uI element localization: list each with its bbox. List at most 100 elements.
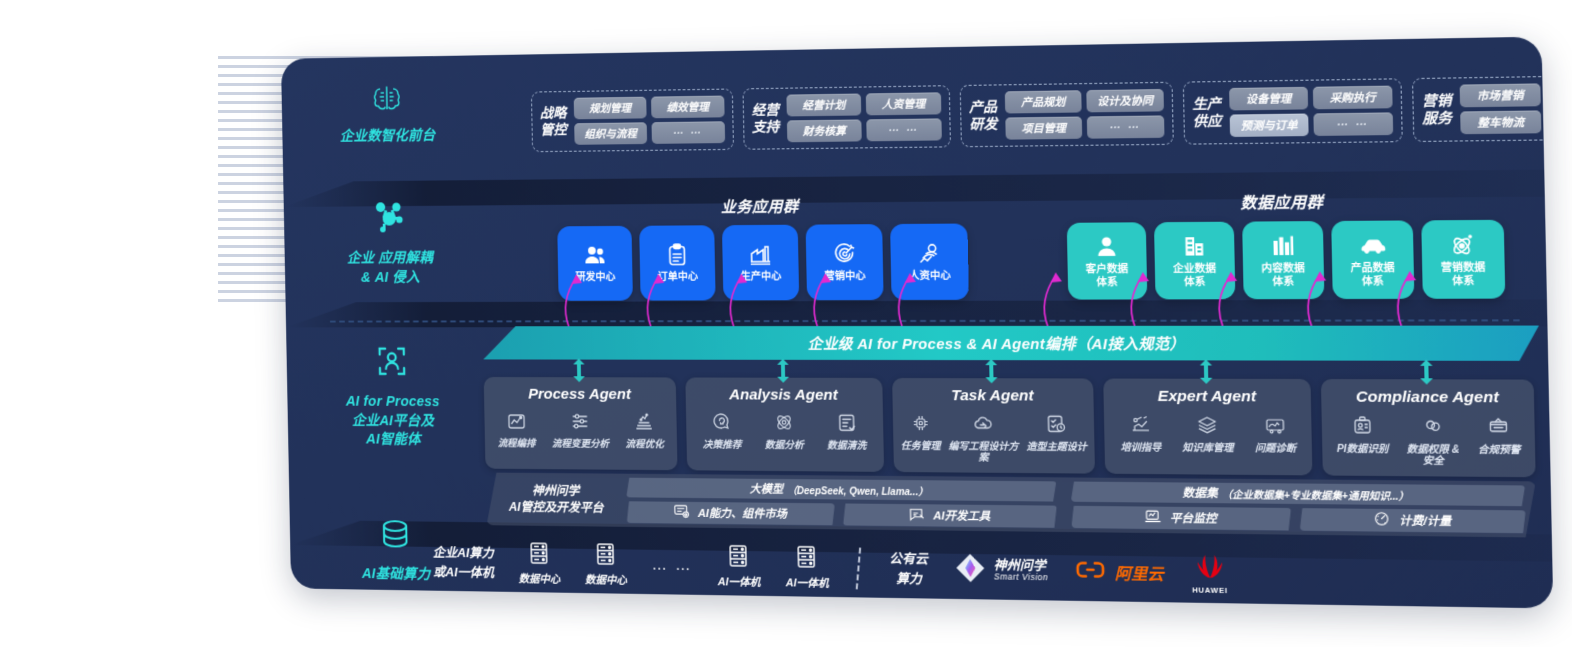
agent-function[interactable]: 流程变更分析 — [551, 410, 609, 450]
platform-models-cells: AI能力、组件市场 AI开发工具 — [626, 501, 1057, 528]
atom-analysis-icon — [773, 411, 795, 436]
domain-tile-more[interactable]: … … — [1086, 115, 1165, 139]
agent-function[interactable]: 培训指导 — [1120, 413, 1162, 454]
agent-title: Process Agent — [528, 385, 631, 403]
agents-row: Process Agent 流程编排 — [483, 358, 1536, 477]
domain-tile-more[interactable]: … … — [651, 121, 726, 144]
infra-ai-appliance-2[interactable]: AI一体机 — [785, 544, 829, 592]
agent-function[interactable]: 知识库管理 — [1182, 413, 1234, 454]
domain-tile[interactable]: 设备管理 — [1229, 86, 1309, 111]
domain-tile[interactable]: 项目管理 — [1005, 116, 1083, 140]
bulb-chat-icon — [711, 411, 733, 436]
agent-function[interactable]: 流程优化 — [625, 411, 664, 451]
infra-label-line1: 企业AI算力 — [432, 545, 494, 561]
large-model-bar[interactable]: 大模型 （DeepSeek, Qwen, Llama...） — [626, 478, 1057, 502]
domain-tile[interactable]: 设计及协同 — [1086, 89, 1164, 113]
agent-function[interactable]: 决策推荐 — [702, 411, 742, 451]
agent-function[interactable]: 问题诊断 — [1254, 414, 1296, 455]
card-product-data[interactable]: 产品数据 体系 — [1330, 220, 1415, 299]
huawei-logo[interactable]: HUAWEI — [1190, 552, 1230, 595]
domain-tile[interactable]: 财务核算 — [786, 119, 862, 143]
domain-group-product-rd[interactable]: 产品 研发 产品规划 设计及协同 项目管理 … … — [959, 81, 1174, 148]
data-cards: 客户数据 体系 — [1041, 219, 1532, 300]
infra-data-center-2[interactable]: 数据中心 — [584, 541, 627, 588]
domain-tile[interactable]: 绩效管理 — [651, 95, 725, 119]
domain-tile[interactable]: 预测与订单 — [1229, 113, 1309, 137]
domain-tile[interactable]: 组织与流程 — [574, 122, 648, 145]
diagnose-icon — [1263, 414, 1286, 440]
shenzhou-wenxue-logo[interactable]: 神州问学 Smart Vision — [954, 550, 1049, 591]
domain-tile[interactable]: 采购执行 — [1312, 85, 1393, 110]
infra-enterprise-compute: 企业AI算力 或AI一体机 — [433, 545, 495, 580]
domain-tile[interactable]: 经营计划 — [786, 93, 862, 117]
infra-label-line1: 公有云 — [889, 551, 929, 567]
card-order-center[interactable]: 订单中心 — [639, 225, 716, 301]
user-icon — [1093, 234, 1120, 260]
domain-tile-more[interactable]: … … — [866, 118, 942, 142]
application-groups-row: 业务应用群 研发中心 — [533, 188, 1532, 301]
agent-title: Analysis Agent — [728, 386, 838, 404]
cell-ai-market[interactable]: AI能力、组件市场 — [626, 501, 835, 525]
cloud-write-icon — [972, 412, 994, 438]
design-check-icon — [1045, 413, 1068, 439]
huawei-text: HUAWEI — [1192, 584, 1228, 595]
card-hr-center[interactable]: 人资中心 — [890, 223, 970, 301]
agent-task[interactable]: Task Agent 任务管理 — [891, 359, 1096, 474]
infra-ai-appliance-1[interactable]: AI一体机 — [717, 543, 761, 591]
domain-tile[interactable]: 规划管理 — [573, 96, 647, 120]
function-label: 任务管理 — [900, 440, 941, 452]
ai-orchestration-band[interactable]: 企业级 AI for Process & AI Agent编排（AI接入规范） — [483, 326, 1540, 361]
agent-function[interactable]: 合规预警 — [1477, 415, 1521, 469]
flow-chart-icon — [506, 410, 527, 435]
domain-group-marketing-service[interactable]: 营销 服务 市场营销 客户关系 整车物流 … … — [1411, 74, 1554, 143]
card-content-data[interactable]: 内容数据 体系 — [1241, 221, 1325, 300]
dataset-bar[interactable]: 数据集 （企业数据集+专业数据集+通用知识...） — [1070, 482, 1525, 507]
cell-billing-metering[interactable]: 计费/计量 — [1299, 508, 1526, 533]
function-label: 知识库管理 — [1182, 442, 1234, 454]
domain-group-production-supply[interactable]: 生产 供应 设备管理 采购执行 预测与订单 … … — [1182, 78, 1403, 145]
domain-tile[interactable]: 客户关系 — [1545, 82, 1554, 107]
agent-function[interactable]: 编写工程设计方案 — [946, 412, 1021, 464]
card-marketing-center[interactable]: 营销中心 — [805, 224, 884, 301]
domain-tile[interactable]: 产品规划 — [1004, 90, 1082, 114]
agent-function[interactable]: 数据分析 — [764, 411, 804, 451]
dataset-subtitle: （企业数据集+专业数据集+通用知识...） — [1221, 489, 1410, 503]
domain-group-operations[interactable]: 经营 支持 经营计划 人资管理 财务核算 … … — [742, 85, 951, 150]
agent-compliance[interactable]: Compliance Agent PI数据识别 — [1321, 359, 1536, 477]
agent-function[interactable]: 数据清洗 — [826, 412, 867, 452]
domain-tiles: 产品规划 设计及协同 项目管理 … … — [1004, 89, 1165, 140]
agent-function[interactable]: 任务管理 — [900, 412, 941, 464]
domain-group-strategy[interactable]: 战略 管控 规划管理 绩效管理 组织与流程 … … — [530, 88, 734, 153]
agent-process[interactable]: Process Agent 流程编排 — [483, 358, 678, 470]
platform-brand: 神州问学 AI管控及开发平台 — [495, 482, 617, 518]
card-marketing-data[interactable]: 营销数据 体系 — [1420, 219, 1506, 299]
card-label: 生产中心 — [740, 270, 782, 283]
brain-icon — [303, 77, 471, 123]
domain-tile[interactable]: 人资管理 — [865, 92, 942, 116]
agent-function[interactable]: 数据权限 & 安全 — [1406, 414, 1460, 468]
agent-function[interactable]: PI数据识别 — [1336, 414, 1389, 467]
molecule-icon — [306, 196, 474, 245]
card-enterprise-data[interactable]: 企业数据 体系 — [1153, 221, 1236, 300]
domain-tile-more[interactable]: … … — [1546, 109, 1554, 134]
group-title-business: 业务应用群 — [720, 198, 799, 217]
aliyun-logo[interactable]: 阿里云 — [1074, 559, 1164, 586]
agent-function[interactable]: 流程编排 — [497, 410, 536, 449]
business-cards: 研发中心 订单中心 — [534, 223, 995, 301]
infra-data-center-1[interactable]: 数据中心 — [518, 540, 561, 587]
cell-platform-monitoring[interactable]: 平台监控 — [1071, 506, 1292, 531]
cell-ai-devtools[interactable]: AI开发工具 — [843, 503, 1058, 527]
agent-expert[interactable]: Expert Agent 培训指导 — [1103, 359, 1313, 475]
infra-label: 数据中心 — [518, 573, 561, 586]
agent-function[interactable]: 造型主题设计 — [1026, 413, 1088, 465]
agent-analysis[interactable]: Analysis Agent 决策推荐 — [685, 358, 884, 472]
card-rd-center[interactable]: 研发中心 — [557, 225, 634, 301]
domain-tile[interactable]: 整车物流 — [1460, 110, 1542, 135]
card-customer-data[interactable]: 客户数据 体系 — [1066, 222, 1148, 300]
domain-tile-more[interactable]: … … — [1313, 112, 1394, 136]
people-icon — [582, 243, 607, 269]
card-production-center[interactable]: 生产中心 — [722, 224, 800, 301]
domain-tile[interactable]: 市场营销 — [1459, 83, 1541, 108]
domain-title-line2: 管控 — [540, 121, 567, 138]
platform-data-column: 数据集 （企业数据集+专业数据集+通用知识...） 平台监控 — [1070, 482, 1526, 534]
